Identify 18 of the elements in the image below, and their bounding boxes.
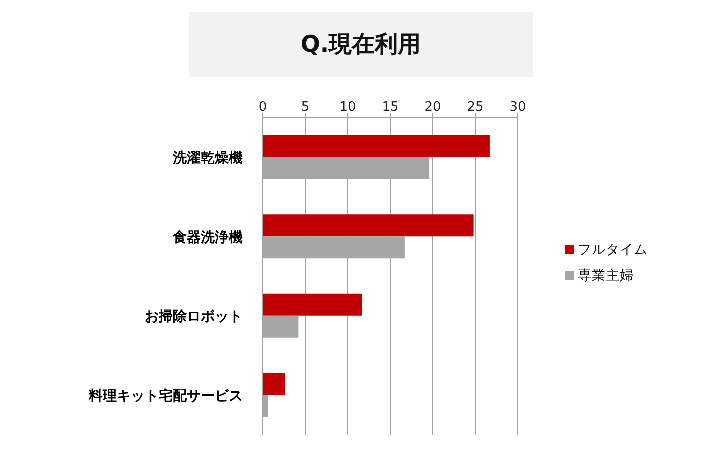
y-tick-label: 食器洗浄機 (172, 230, 243, 246)
bar (263, 135, 490, 158)
x-tick-label: 25 (467, 100, 484, 115)
x-tick-label: 20 (424, 100, 442, 115)
legend-label: フルタイム (578, 242, 648, 258)
chart-title: Q.現在利用 (189, 12, 533, 77)
bar (263, 373, 286, 396)
x-tick-label: 5 (301, 100, 310, 115)
x-tick-label: 0 (258, 100, 268, 115)
bar (263, 294, 362, 316)
legend-label: 専業主婦 (578, 268, 634, 284)
x-tick-label: 30 (510, 100, 526, 115)
x-tick-label: 10 (340, 100, 356, 115)
bar (263, 214, 474, 237)
x-tick-label: 15 (382, 100, 399, 115)
y-tick-label: お掃除ロボット (145, 309, 243, 326)
y-tick-label: 料理キット宅配サービス (88, 387, 243, 404)
y-tick-label: 洗濯乾燥機 (172, 150, 243, 167)
